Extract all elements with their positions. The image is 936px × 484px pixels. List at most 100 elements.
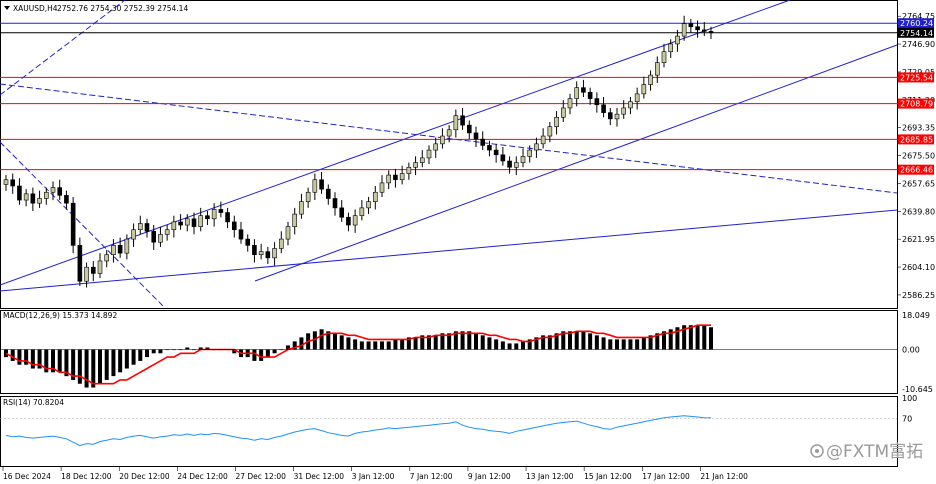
bull-candle	[158, 234, 163, 243]
macd-bar	[30, 349, 35, 369]
bull-candle	[285, 226, 291, 240]
bull-candle	[372, 191, 378, 202]
bull-candle	[399, 173, 405, 181]
macd-bar	[453, 331, 458, 350]
rsi-tick-label: 100	[902, 394, 917, 403]
bull-candle	[574, 87, 580, 99]
macd-histogram	[4, 325, 713, 388]
macd-bar	[359, 341, 364, 350]
rsi-axis: 100 70	[902, 394, 917, 423]
macd-bar	[682, 325, 687, 350]
bull-candle	[453, 115, 459, 131]
descending-line	[0, 83, 898, 194]
bear-candle	[708, 31, 714, 34]
bull-candle	[131, 229, 136, 240]
bear-candle	[64, 195, 69, 204]
macd-bar	[561, 331, 566, 350]
bear-candle	[332, 198, 338, 209]
bull-candle	[540, 135, 546, 145]
bull-candle	[97, 260, 103, 274]
channel-lower-line	[254, 44, 898, 282]
macd-bar	[494, 339, 499, 350]
macd-bar	[547, 335, 552, 350]
bear-candle	[346, 216, 351, 226]
bear-candle	[17, 185, 22, 201]
bull-candle	[171, 221, 177, 231]
macd-bar	[57, 349, 62, 373]
macd-bar	[131, 349, 136, 365]
macd-bar	[615, 339, 619, 350]
bull-candle	[547, 126, 553, 137]
price-tag-label: 2725.54	[900, 73, 933, 82]
macd-bar	[71, 349, 76, 380]
channel-upper-line	[0, 0, 791, 286]
macd-bar	[628, 339, 633, 350]
macd-bar	[24, 349, 29, 365]
bull-candle	[440, 135, 445, 145]
triangle-down-icon[interactable]	[4, 6, 10, 10]
macd-bar	[198, 347, 203, 350]
macd-bar	[77, 349, 82, 384]
bear-candle	[151, 230, 157, 243]
price-tick-label: 2586.25	[902, 291, 935, 300]
bear-candle	[688, 23, 694, 28]
bull-candle	[104, 254, 110, 262]
macd-bar	[662, 331, 666, 350]
bull-candle	[272, 248, 277, 259]
bull-candle	[258, 251, 264, 256]
macd-bar	[655, 333, 660, 350]
time-tick-label: 9 Jan 12:00	[468, 472, 511, 481]
time-tick-label: 21 Jan 12:00	[700, 472, 748, 481]
time-tick-label: 13 Jan 12:00	[526, 472, 574, 481]
bear-candle	[473, 132, 479, 140]
bear-candle	[70, 202, 76, 246]
macd-bar	[292, 341, 297, 350]
bull-candle	[184, 218, 190, 226]
bull-candle	[426, 149, 432, 159]
macd-label: MACD(12,26,9) 15.373 14.892	[3, 311, 117, 320]
bull-candle	[527, 149, 533, 157]
macd-bar	[10, 349, 15, 361]
price-tick-label: 2746.90	[902, 40, 935, 49]
bull-candle	[299, 201, 304, 215]
macd-bar	[427, 335, 431, 350]
time-tick-label: 3 Jan 12:00	[352, 472, 395, 481]
macd-bar	[252, 349, 257, 361]
macd-bar	[259, 349, 264, 361]
macd-bar	[366, 341, 371, 350]
bull-candle	[433, 143, 439, 151]
macd-bar	[151, 349, 156, 354]
macd-bar	[299, 337, 304, 350]
price-tick-label: 2764.75	[902, 12, 935, 21]
watermark-text: @FXTM富拓	[826, 442, 923, 462]
time-tick-label: 7 Jan 12:00	[410, 472, 453, 481]
bull-candle	[379, 182, 385, 193]
price-tick-label: 2639.80	[902, 207, 935, 216]
price-tag	[898, 98, 934, 109]
macd-bar	[104, 349, 109, 380]
macd-bar	[541, 335, 546, 350]
macd-bar	[118, 349, 123, 373]
ohlc-readout: 2752.76 2754.30 2752.39 2754.14	[57, 4, 188, 13]
bull-candle	[164, 229, 170, 235]
bear-candle	[144, 223, 150, 232]
bull-candle	[386, 174, 392, 184]
bear-candle	[77, 245, 83, 282]
main-pane-frame	[0, 0, 898, 309]
price-tag-label: 2685.85	[900, 135, 933, 144]
bear-candle	[30, 193, 36, 204]
price-tick-label: 2621.95	[902, 235, 935, 244]
price-tag	[898, 27, 934, 38]
time-axis: 16 Dec 2024 18 Dec 12:00 20 Dec 12:00 24 De…	[2, 467, 748, 481]
macd-bar	[440, 333, 445, 350]
bull-candle	[124, 238, 130, 254]
macd-bar	[286, 345, 290, 350]
bear-candle	[191, 218, 197, 227]
macd-bar	[406, 337, 411, 350]
rsi-tick-label: 70	[902, 414, 912, 423]
bull-candle	[560, 107, 566, 118]
macd-bar	[474, 333, 478, 350]
price-tag	[898, 164, 934, 175]
